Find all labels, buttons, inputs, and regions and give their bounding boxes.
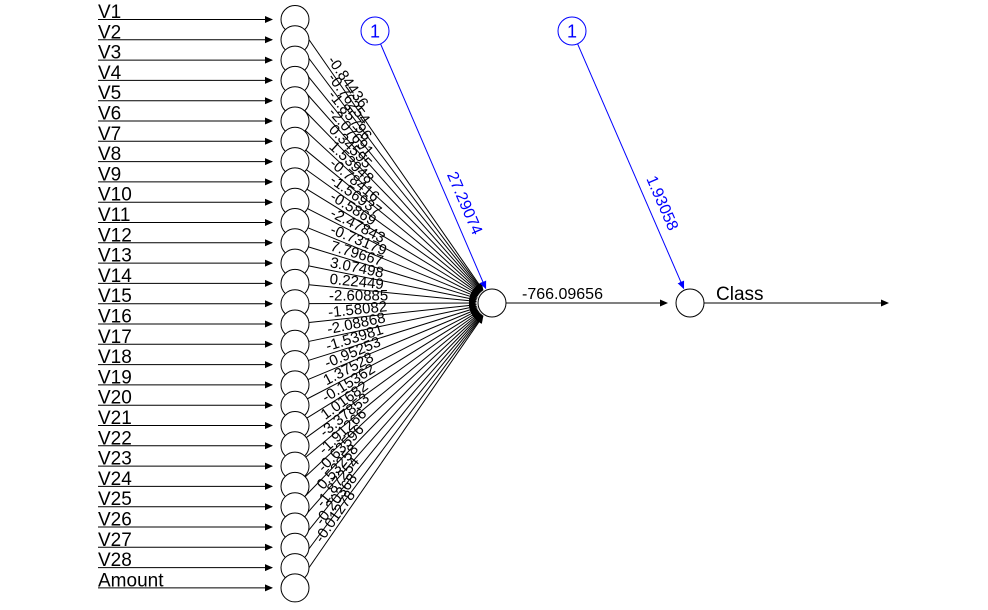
input-label: V9 xyxy=(98,164,121,185)
input-label: V17 xyxy=(98,327,132,348)
hidden-bias-node-label: 1 xyxy=(370,22,380,42)
input-label: Amount xyxy=(98,570,164,591)
weight-edge xyxy=(308,299,478,307)
hidden-output-weight-label: -766.09656 xyxy=(522,286,603,303)
output-label: Class xyxy=(716,284,764,305)
weight-edge xyxy=(306,188,480,296)
input-label: V2 xyxy=(98,22,121,43)
weight-edge xyxy=(303,90,483,292)
hidden-bias-edge xyxy=(380,43,487,290)
input-label: V7 xyxy=(98,124,121,145)
weight-label: 0.22449 xyxy=(329,271,385,293)
weight-edge xyxy=(306,311,480,438)
output-bias-node xyxy=(557,16,587,46)
weight-edge xyxy=(302,315,484,557)
input-label: V13 xyxy=(98,246,132,267)
weight-edge xyxy=(308,246,478,300)
input-label: V26 xyxy=(98,510,132,531)
input-label: V11 xyxy=(98,205,130,226)
input-label: V24 xyxy=(98,469,132,490)
input-label: V10 xyxy=(98,185,132,206)
input-label: V1 xyxy=(98,2,121,23)
input-label: V8 xyxy=(98,144,121,165)
weight-edge xyxy=(308,306,478,361)
input-label: V21 xyxy=(98,408,132,429)
weight-edge xyxy=(304,313,482,497)
input-label: V22 xyxy=(98,428,132,449)
neurons xyxy=(280,5,705,603)
input-label: V19 xyxy=(98,367,132,388)
weight-label: -2.60885 xyxy=(329,287,388,304)
weight-edges xyxy=(98,16,889,592)
input-label: V5 xyxy=(98,83,121,104)
weight-edge xyxy=(305,312,481,458)
weight-edge xyxy=(302,30,484,291)
input-label: V27 xyxy=(98,530,132,551)
input-label: V12 xyxy=(98,225,132,246)
input-node xyxy=(280,573,310,603)
output-bias-edge xyxy=(577,43,685,290)
weight-edge xyxy=(302,50,484,291)
weight-edge xyxy=(304,130,481,293)
input-label: V20 xyxy=(98,388,132,409)
weight-edge xyxy=(302,315,484,577)
input-label: V23 xyxy=(98,449,132,470)
input-label: V16 xyxy=(98,307,132,328)
input-label: V4 xyxy=(98,63,122,84)
input-label: V3 xyxy=(98,43,121,64)
hidden-node xyxy=(477,288,507,318)
weight-edge xyxy=(305,149,481,294)
weight-edge xyxy=(307,227,479,298)
weight-edge xyxy=(304,110,482,293)
weight-edge xyxy=(308,284,478,305)
input-label: V15 xyxy=(98,286,132,307)
input-label: V25 xyxy=(98,489,132,510)
weight-edge xyxy=(303,314,483,537)
output-node xyxy=(675,288,705,318)
weight-edge xyxy=(308,265,478,302)
weight-label: -1.58082 xyxy=(327,298,388,321)
weight-edge xyxy=(303,70,483,292)
weight-edge xyxy=(306,169,480,295)
output-bias-weight-label: 1.93058 xyxy=(642,173,681,233)
weight-edge xyxy=(307,308,479,380)
output-bias-node-label: 1 xyxy=(567,22,577,42)
weight-edge xyxy=(303,314,483,517)
hidden-bias-node xyxy=(360,16,390,46)
weight-edge xyxy=(304,313,482,478)
input-label: V14 xyxy=(98,266,132,287)
weight-edge xyxy=(307,208,479,297)
input-label: V18 xyxy=(98,347,132,368)
weight-edge xyxy=(307,309,479,400)
input-label: V28 xyxy=(98,550,132,571)
weight-edge xyxy=(308,301,478,324)
weight-edge xyxy=(306,310,480,419)
weight-edge xyxy=(308,304,478,342)
input-label: V6 xyxy=(98,104,121,125)
